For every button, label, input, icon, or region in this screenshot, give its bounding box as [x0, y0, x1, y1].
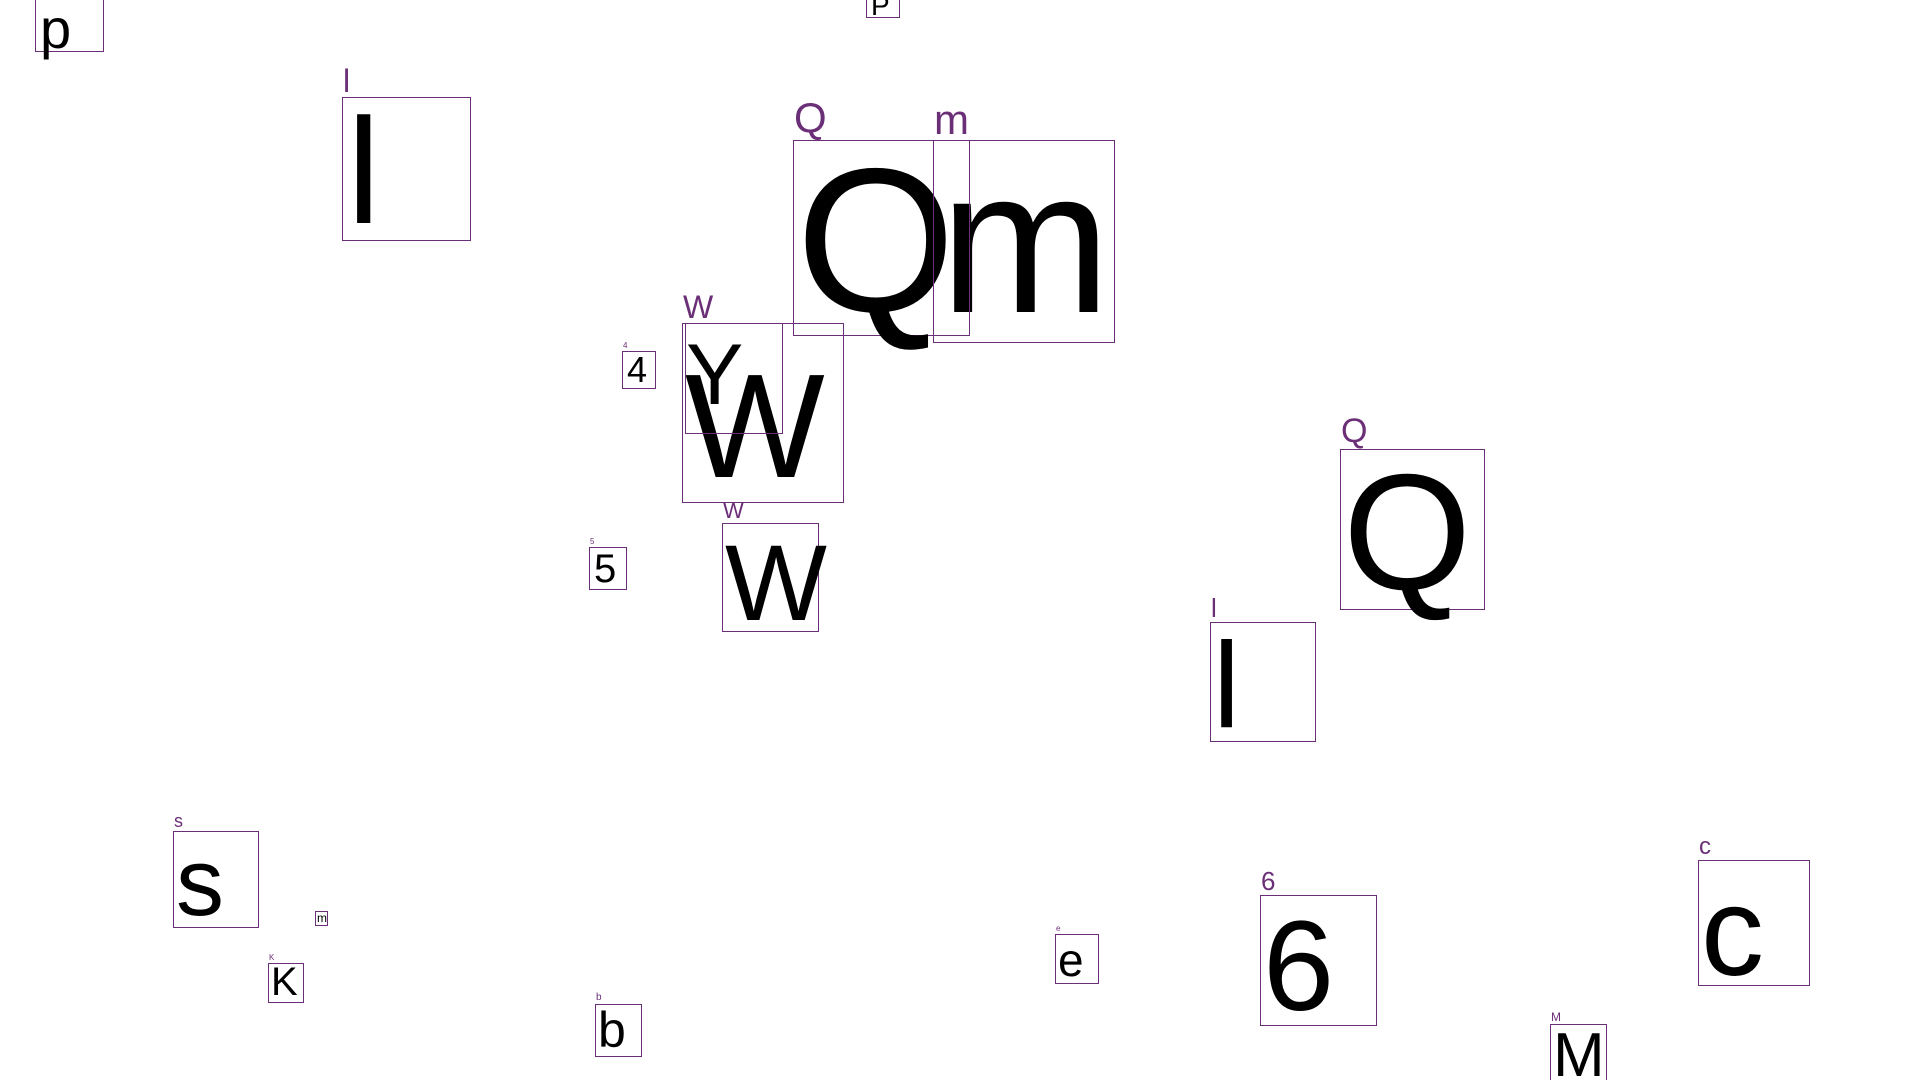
glyph-s: s: [176, 829, 224, 937]
glyph-box-K: K K: [268, 954, 304, 1004]
glyph-five: 5: [594, 546, 617, 591]
glyph-box-Q-right: Q Q: [1340, 414, 1485, 625]
glyph-label-six: 6: [1261, 866, 1276, 896]
glyph-box-four: 4 4: [622, 342, 656, 390]
glyph-label-five: 5: [590, 537, 595, 546]
glyph-b: b: [598, 1002, 626, 1058]
glyph-label-M: M: [1551, 1010, 1561, 1024]
glyph-label-l-right: l: [1211, 593, 1217, 623]
glyph-e: e: [1058, 934, 1084, 987]
glyph-label-W-large: W: [683, 289, 714, 325]
glyph-box-m-inner: [933, 140, 970, 336]
glyph-six: 6: [1263, 895, 1335, 1039]
glyph-label-four: 4: [623, 341, 628, 350]
glyph-box-m-tiny: m: [315, 911, 328, 926]
glyph-l-top: l: [347, 87, 381, 255]
glyph-box-l-top: l l: [342, 65, 471, 255]
glyph-label-s: s: [174, 811, 183, 831]
glyph-K: K: [271, 959, 298, 1004]
glyph-box-six: 6 6: [1260, 868, 1377, 1039]
glyph-P-top: P: [871, 0, 890, 22]
glyph-m-tiny: m: [317, 910, 327, 925]
glyph-label-Q-large: Q: [794, 94, 827, 141]
glyph-box-W-small: W W: [722, 500, 827, 636]
glyph-l-right: l: [1213, 616, 1241, 753]
glyph-label-b: b: [596, 992, 602, 1003]
glyph-box-p: p: [35, 0, 104, 61]
glyph-label-W-small: W: [723, 498, 744, 523]
glyph-box-e: e e: [1055, 925, 1099, 987]
glyph-box-s: s s: [173, 812, 259, 937]
glyph-label-Q-right: Q: [1341, 412, 1368, 450]
glyph-box-P-top: P: [866, 0, 900, 22]
glyph-Q-right: Q: [1343, 440, 1472, 625]
glyph-four: 4: [627, 348, 648, 390]
glyph-M: M: [1553, 1020, 1605, 1080]
glyph-Y-overlap: Y: [686, 326, 744, 423]
glyph-label-e: e: [1056, 924, 1061, 933]
glyph-box-b: b b: [595, 993, 642, 1058]
glyph-label-m-large: m: [934, 96, 969, 143]
glyph-W-small: W: [725, 521, 827, 643]
glyph-c: c: [1701, 860, 1764, 1002]
glyph-Q-large: Q: [796, 126, 956, 356]
glyph-p: p: [40, 0, 72, 61]
glyph-label-l-top: l: [343, 63, 351, 99]
glyph-label-c: c: [1699, 833, 1711, 860]
glyph-box-Y-overlap: Y: [685, 323, 783, 434]
glyph-box-five: 5 5: [589, 538, 627, 591]
glyph-box-l-right: l l: [1210, 595, 1316, 753]
glyph-box-M: M M: [1550, 1011, 1607, 1080]
glyph-label-K: K: [269, 953, 275, 962]
glyph-box-c: c c: [1698, 835, 1810, 1002]
